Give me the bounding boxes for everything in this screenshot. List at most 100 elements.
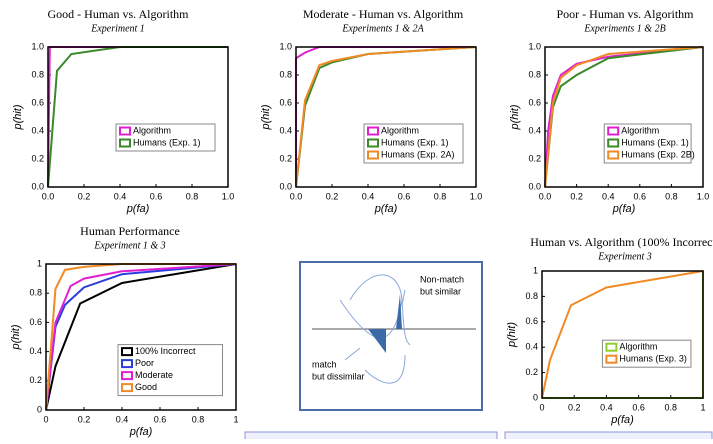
y-axis-label: p(hit) [12, 104, 24, 130]
y-tick-label: 0.6 [29, 317, 42, 327]
series-line [47, 46, 228, 188]
x-tick-label: 1 [233, 414, 238, 424]
chart-title: Moderate - Human vs. Algorithm [303, 7, 464, 21]
legend-label: Humans (Exp. 1) [133, 137, 201, 147]
diagram: Non-match but similar match but dissimil… [299, 261, 483, 411]
series-line [47, 46, 228, 188]
chart-subtitle: Experiment 1 [90, 23, 145, 34]
y-tick-label: 0.2 [279, 153, 292, 163]
y-tick-label: 0.4 [525, 342, 538, 352]
legend: Algorithm Humans (Exp. 3) [601, 339, 692, 368]
x-tick-label: 0.2 [78, 414, 91, 424]
series-line [542, 271, 704, 399]
x-tick-label: 0.8 [192, 414, 205, 424]
legend-swatch [119, 126, 131, 136]
x-axis-label: p(fa) [374, 203, 398, 215]
y-tick-label: 0.4 [31, 125, 44, 135]
x-tick-label: 0.4 [114, 191, 127, 201]
x-axis-label: p(fa) [612, 203, 636, 215]
chart-subtitle: Experiment 1 & 3 [93, 240, 165, 251]
chart-title: Poor - Human vs. Algorithm [557, 7, 695, 21]
y-tick-label: 0.6 [525, 316, 538, 326]
diagram-arrow [344, 347, 361, 361]
y-tick-label: 1.0 [279, 41, 292, 51]
legend-swatch [607, 138, 620, 148]
x-tick-label: 1 [700, 402, 705, 412]
y-tick-label: 1.0 [31, 41, 44, 51]
x-tick-label: 1.0 [222, 191, 235, 201]
y-tick-label: 1 [37, 258, 42, 268]
y-tick-label: 0.8 [525, 291, 538, 301]
legend-label: Good [135, 382, 157, 392]
legend-swatch [121, 347, 133, 357]
panel-frame [244, 431, 498, 441]
y-tick-label: 1.0 [528, 41, 541, 51]
x-tick-label: 0.4 [116, 414, 129, 424]
series-line [295, 46, 477, 188]
x-axis-label: p(fa) [610, 414, 634, 426]
y-tick-label: 0.2 [525, 367, 538, 377]
legend-label: Algorithm [381, 125, 419, 135]
y-tick-label: 0.8 [29, 288, 42, 298]
y-axis-label: p(hit) [509, 104, 521, 130]
x-tick-label: 0.0 [42, 191, 55, 201]
y-tick-label: 0.2 [528, 153, 541, 163]
legend-swatch [121, 371, 133, 381]
y-tick-label: 0.2 [29, 375, 42, 385]
y-tick-label: 0 [37, 404, 42, 414]
y-tick-label: 0.2 [31, 153, 44, 163]
x-tick-label: 0.6 [150, 191, 163, 201]
y-tick-label: 0.0 [31, 181, 44, 191]
legend-label: Humans (Exp. 2A) [381, 149, 455, 159]
x-tick-label: 0.4 [362, 191, 375, 201]
x-tick-label: 0.8 [665, 402, 678, 412]
series-line [544, 46, 704, 188]
series-line [541, 270, 704, 399]
y-tick-label: 0.8 [528, 69, 541, 79]
x-tick-label: 1.0 [470, 191, 483, 201]
series-line [295, 46, 477, 188]
series-line [295, 46, 476, 187]
series-line [45, 263, 237, 411]
x-axis-label: p(fa) [129, 426, 153, 438]
x-tick-label: 0.2 [326, 191, 339, 201]
y-tick-label: 0.8 [279, 69, 292, 79]
diagram-label: Non-match [420, 274, 464, 284]
legend-swatch [605, 342, 618, 352]
legend-swatch [607, 126, 620, 136]
plot-frame [45, 263, 237, 411]
y-tick-label: 0.6 [528, 97, 541, 107]
x-tick-label: 1.0 [697, 191, 710, 201]
legend-swatch [607, 150, 620, 160]
y-tick-label: 0.6 [279, 97, 292, 107]
series-line [544, 46, 704, 188]
legend-label: Algorithm [619, 342, 657, 352]
legend-label: Moderate [135, 370, 173, 380]
plot-frame [544, 46, 704, 188]
x-tick-label: 0.2 [570, 191, 583, 201]
x-tick-label: 0.2 [78, 191, 91, 201]
legend-label: Poor [135, 358, 154, 368]
legend-label: Algorithm [621, 125, 659, 135]
legend: Algorithm Humans (Exp. 1) [115, 123, 216, 152]
legend-label: Humans (Exp. 2B) [621, 149, 695, 159]
y-axis-label: p(hit) [260, 104, 272, 130]
diagram-label: but similar [420, 286, 461, 296]
y-axis-label: p(hit) [506, 322, 518, 348]
x-tick-label: 0.8 [665, 191, 678, 201]
y-tick-label: 0 [533, 392, 538, 402]
legend-swatch [121, 383, 133, 393]
x-tick-label: 0.4 [602, 191, 615, 201]
legend-swatch [119, 138, 131, 148]
x-tick-label: 0.6 [632, 402, 645, 412]
x-tick-label: 0.4 [600, 402, 613, 412]
diagram-frame [299, 261, 483, 411]
legend-frame [363, 123, 464, 164]
chart-title: Human Performance [80, 224, 180, 238]
plot-frame [47, 46, 229, 188]
y-tick-label: 0.4 [279, 125, 292, 135]
diagram-curve [349, 274, 411, 384]
x-tick-label: 0.0 [290, 191, 303, 201]
series-line [544, 46, 704, 188]
x-tick-label: 0 [43, 414, 48, 424]
